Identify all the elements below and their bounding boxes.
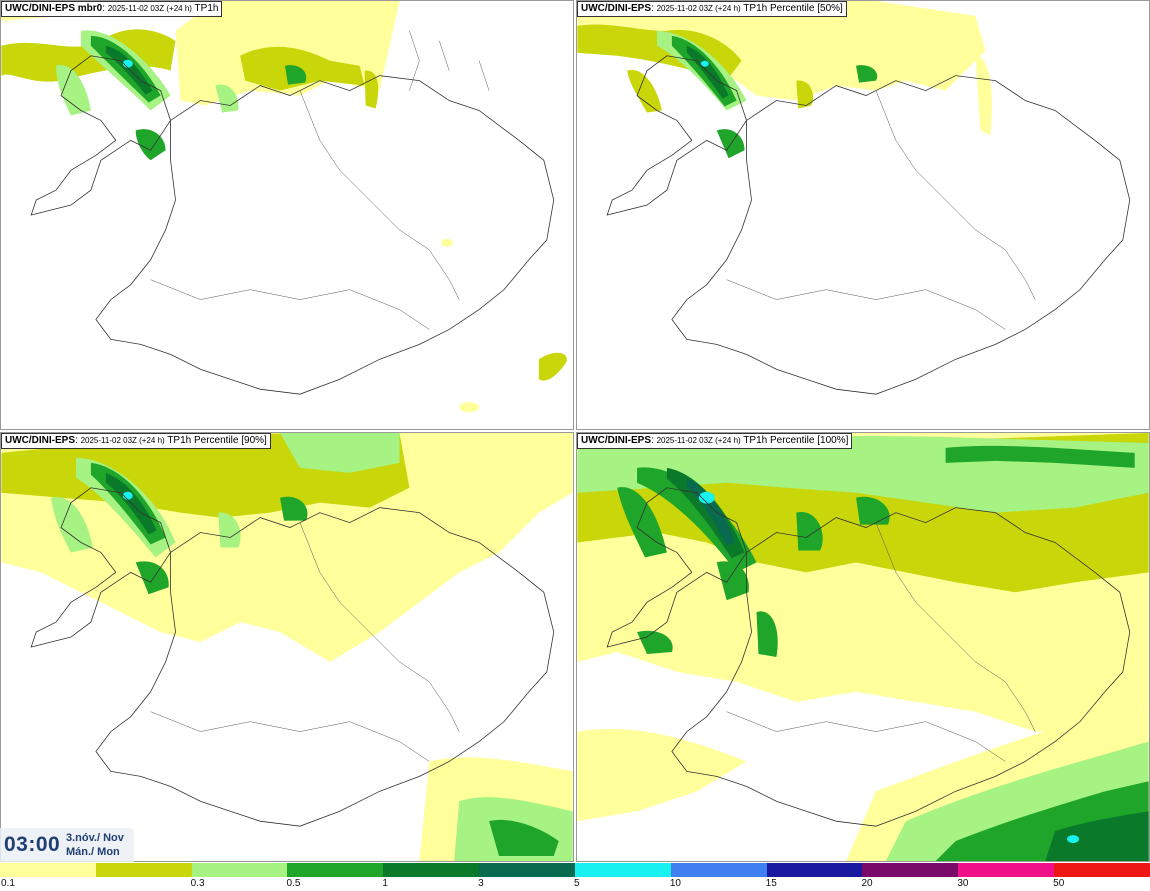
model-label: UWC/DINI-EPS: [5, 435, 75, 446]
run-meta: 2025-11-02 03Z (+24 h): [656, 4, 741, 13]
colorbar-label: 1: [382, 878, 388, 889]
colorbar-label: 3: [478, 878, 484, 889]
colorbar-label: 20: [861, 878, 873, 889]
colorbar-label: 0.3: [190, 878, 205, 889]
colorbar-segment: [1054, 863, 1150, 877]
colorbar-segment: [383, 863, 480, 877]
run-meta: 2025-11-02 03Z (+24 h): [656, 436, 741, 445]
field-label: TP1h Percentile [50%]: [743, 3, 843, 14]
colorbar-label: 10: [669, 878, 681, 889]
colorbar-label: 50: [1053, 878, 1065, 889]
colorbar-labels: 0.1 0.3 0.5 1 3 5 10 15 20 30 50: [0, 877, 1150, 891]
precip-colorbar: [0, 863, 1150, 877]
model-label: UWC/DINI-EPS: [581, 435, 651, 446]
map-panel-p100: UWC/DINI-EPS: 2025-11-02 03Z (+24 h) TP1…: [576, 432, 1150, 862]
valid-time-clock: 03:00: [4, 833, 61, 856]
colorbar-segment: [766, 863, 863, 877]
map-panel-p90: UWC/DINI-EPS: 2025-11-02 03Z (+24 h) TP1…: [0, 432, 574, 862]
precip-map-mbr0: [1, 1, 567, 413]
colorbar-label: 0.5: [286, 878, 301, 889]
colorbar-segment: [95, 863, 192, 877]
colorbar-label: 0.1: [1, 878, 15, 889]
run-meta: 2025-11-02 03Z (+24 h): [80, 436, 165, 445]
model-label: UWC/DINI-EPS: [581, 3, 651, 14]
colorbar-segment: [191, 863, 288, 877]
precip-map-p100: [577, 433, 1149, 861]
colorbar-segment: [862, 863, 959, 877]
valid-date: 3.nóv./ Nov: [66, 832, 124, 844]
model-label: UWC/DINI-EPS mbr0: [5, 3, 103, 14]
map-panel-mbr0: UWC/DINI-EPS mbr0: 2025-11-02 03Z (+24 h…: [0, 0, 574, 430]
colorbar-label: 30: [957, 878, 969, 889]
panel-title-mbr0: UWC/DINI-EPS mbr0: 2025-11-02 03Z (+24 h…: [1, 1, 223, 17]
map-panel-p50: UWC/DINI-EPS: 2025-11-02 03Z (+24 h) TP1…: [576, 0, 1150, 430]
panel-title-p100: UWC/DINI-EPS: 2025-11-02 03Z (+24 h) TP1…: [577, 433, 853, 449]
colorbar-label: 5: [574, 878, 580, 889]
precip-map-p50: [577, 1, 1131, 395]
colorbar-segment: [287, 863, 384, 877]
valid-time-box: 03:00 3.nóv./ Nov Mán./ Mon: [0, 828, 134, 862]
field-label: TP1h Percentile [90%]: [167, 435, 267, 446]
colorbar-segment: [0, 863, 96, 877]
colorbar-segment: [574, 863, 671, 877]
valid-day: Mán./ Mon: [66, 846, 120, 858]
colorbar-segment: [958, 863, 1055, 877]
field-label: TP1h: [194, 3, 219, 14]
colorbar-segment: [670, 863, 767, 877]
panel-title-p90: UWC/DINI-EPS: 2025-11-02 03Z (+24 h) TP1…: [1, 433, 271, 449]
colorbar-segment: [479, 863, 575, 877]
panel-title-p50: UWC/DINI-EPS: 2025-11-02 03Z (+24 h) TP1…: [577, 1, 847, 17]
colorbar-label: 15: [765, 878, 777, 889]
run-meta: 2025-11-02 03Z (+24 h): [107, 4, 192, 13]
precip-map-p90: [1, 433, 573, 861]
field-label: TP1h Percentile [100%]: [743, 435, 849, 446]
